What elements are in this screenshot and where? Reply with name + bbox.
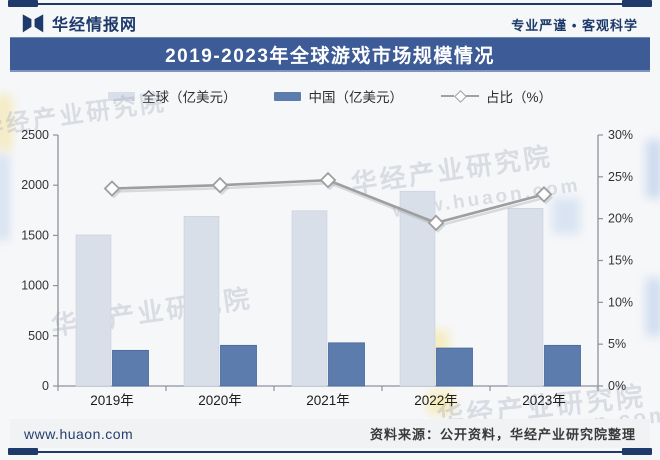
bottom-divider-cap-left xyxy=(8,448,38,455)
footer-source: 资料来源：公开资料，华经产业研究院整理 xyxy=(369,427,636,442)
legend-label-china: 中国（亿美元） xyxy=(308,90,403,105)
svg-text:1000: 1000 xyxy=(21,279,49,293)
global-series-swatch xyxy=(107,91,135,101)
bottom-divider xyxy=(8,451,652,453)
legend-item-china: 中国（亿美元） xyxy=(274,86,403,106)
legend-label-ratio: 占比（%） xyxy=(485,90,552,105)
svg-text:1500: 1500 xyxy=(21,228,49,242)
header-slogan: 专业严谨 • 客观科学 xyxy=(511,18,638,33)
brand-logo-icon xyxy=(22,12,44,34)
svg-text:2020年: 2020年 xyxy=(198,393,242,408)
brand-name: 华经情报网 xyxy=(52,17,138,34)
top-divider-cap-left xyxy=(8,0,38,7)
svg-text:0: 0 xyxy=(42,379,49,393)
smudge-blue-left-edge xyxy=(0,155,9,240)
footer-website: www.huaon.com xyxy=(24,425,134,442)
smudge-blue-right-edge1 xyxy=(646,140,660,198)
svg-text:2019年: 2019年 xyxy=(90,393,134,408)
footer-bar: www.huaon.com 资料来源：公开资料，华经产业研究院整理 xyxy=(10,419,650,448)
svg-text:20%: 20% xyxy=(608,212,633,226)
header: 华经情报网 xyxy=(22,11,137,35)
china-series-swatch xyxy=(274,91,302,101)
svg-text:10%: 10% xyxy=(608,295,633,309)
top-divider xyxy=(8,3,652,5)
ratio-line-marker-icon xyxy=(440,90,479,103)
svg-text:15%: 15% xyxy=(608,254,633,268)
svg-text:2000: 2000 xyxy=(21,178,49,192)
smudge-yellow-axis xyxy=(428,392,454,414)
bottom-divider-cap-right xyxy=(622,448,652,455)
chart-title-bar: 2019-2023年全球游戏市场规模情况 xyxy=(10,37,650,72)
smudge-blue-right-edge2 xyxy=(646,278,660,336)
legend-item-ratio: 占比（%） xyxy=(440,86,552,106)
svg-text:5%: 5% xyxy=(608,337,626,351)
legend-label-global: 全球（亿美元） xyxy=(141,90,237,105)
legend-item-global: 全球（亿美元） xyxy=(107,86,237,106)
svg-text:2022年: 2022年 xyxy=(414,393,458,408)
smudge-yellow-left-edge xyxy=(0,95,12,150)
smudge-blue-mid xyxy=(552,198,580,234)
svg-text:500: 500 xyxy=(28,329,49,343)
chart-title: 2019-2023年全球游戏市场规模情况 xyxy=(165,45,495,67)
svg-text:2023年: 2023年 xyxy=(522,393,566,408)
top-divider-cap-right xyxy=(622,0,652,7)
svg-text:2500: 2500 xyxy=(21,128,49,142)
svg-text:2021年: 2021年 xyxy=(306,393,350,408)
chart-legend: 全球（亿美元） 中国（亿美元） 占比（%） xyxy=(0,86,660,106)
svg-text:30%: 30% xyxy=(608,128,633,142)
svg-text:25%: 25% xyxy=(608,170,633,184)
svg-text:0%: 0% xyxy=(608,379,626,393)
